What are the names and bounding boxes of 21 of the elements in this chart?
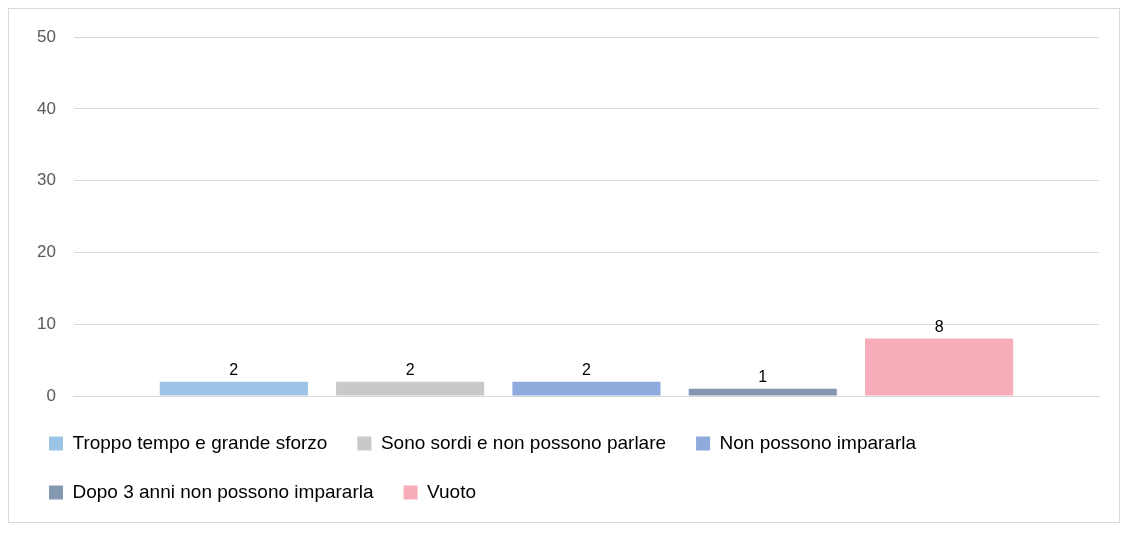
data-label: 8 xyxy=(934,318,944,335)
y-tick-label: 10 xyxy=(36,313,56,333)
data-label: 2 xyxy=(582,361,591,379)
legend-label: Dopo 3 anni non possono impararla xyxy=(72,480,374,502)
y-tick-label: 40 xyxy=(36,98,56,118)
bar xyxy=(159,381,308,396)
bar xyxy=(512,381,661,396)
y-tick-label: 20 xyxy=(36,242,56,262)
legend-label: Sono sordi e non possono parlare xyxy=(380,431,667,453)
y-tick-label: 50 xyxy=(36,26,56,46)
legend-label: Non possono impararla xyxy=(719,431,917,453)
y-tick-label: 30 xyxy=(36,170,56,190)
data-label: 1 xyxy=(758,368,768,386)
bar xyxy=(688,388,837,396)
bar xyxy=(336,381,485,396)
data-label: 2 xyxy=(405,361,415,379)
y-tick-label: 0 xyxy=(46,385,56,405)
legend-label: Vuoto xyxy=(427,480,476,502)
data-label: 2 xyxy=(229,361,239,379)
legend-label: Troppo tempo e grande sforzo xyxy=(72,431,328,453)
bar xyxy=(865,338,1014,396)
